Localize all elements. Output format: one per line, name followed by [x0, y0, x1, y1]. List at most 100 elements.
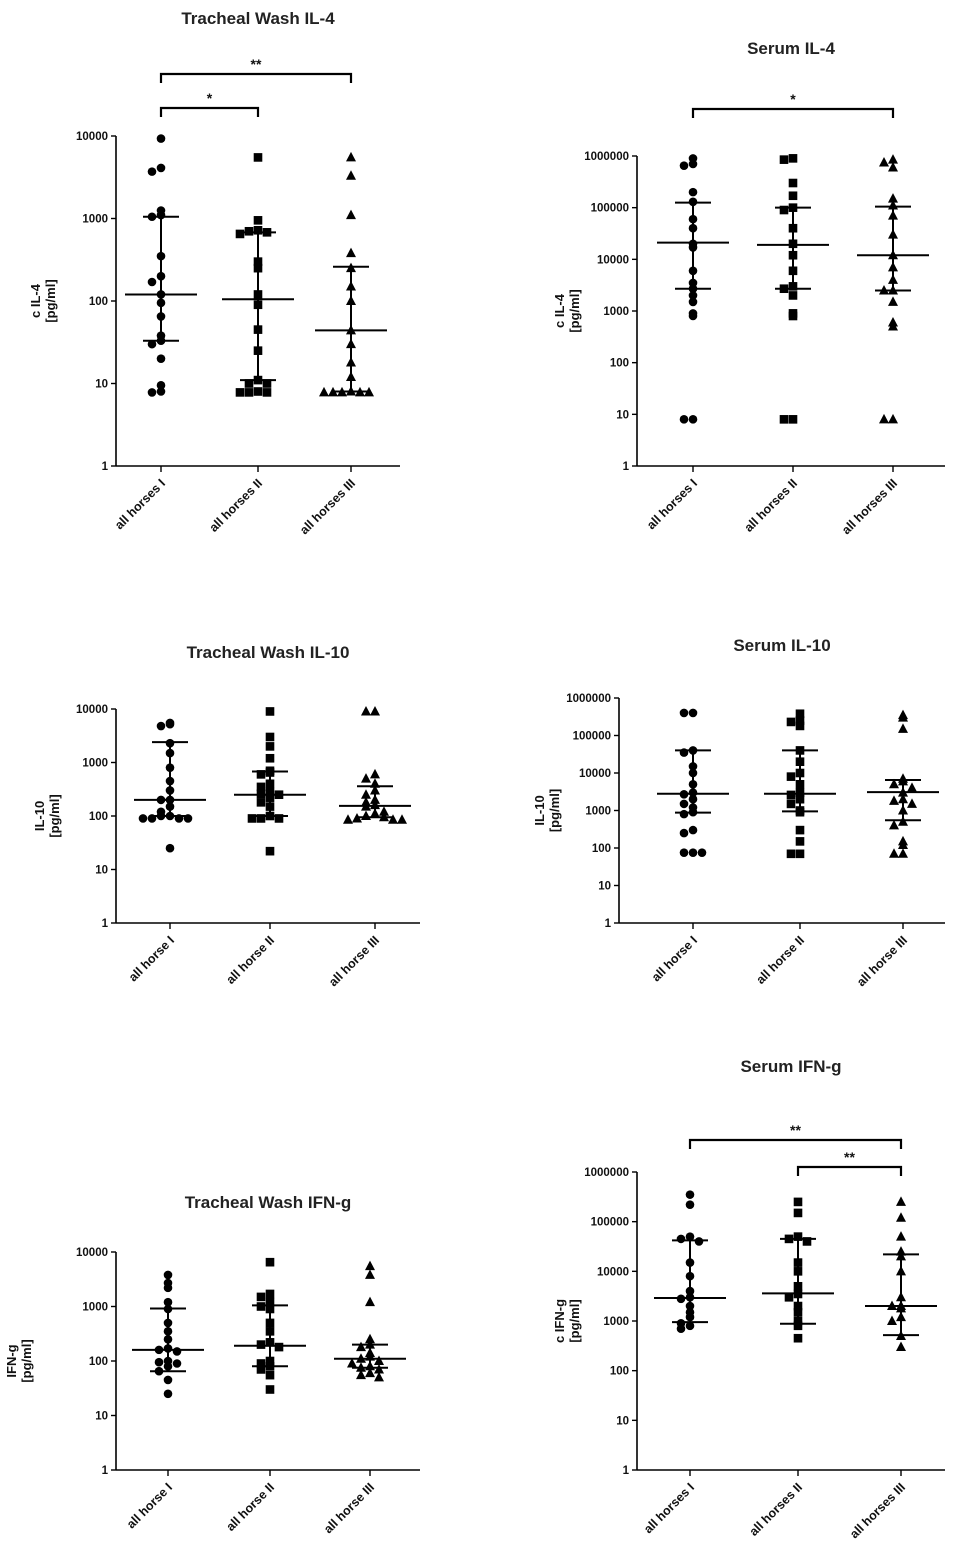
data-point-square: [802, 1237, 812, 1246]
data-point-circle: [679, 809, 689, 819]
data-point-triangle: [388, 814, 398, 824]
data-point-circle: [679, 799, 689, 809]
data-point-triangle: [343, 814, 353, 824]
data-point-circle: [685, 1200, 695, 1209]
y-tick-label: 1000: [603, 306, 629, 318]
data-point-triangle: [365, 1260, 375, 1271]
y-tick-label: 10000: [76, 131, 108, 143]
x-tick-label: all horse III: [854, 933, 910, 989]
data-point-circle: [156, 163, 166, 173]
data-point-square: [779, 155, 789, 164]
data-point-triangle: [361, 705, 371, 716]
y-tick-label: 1: [623, 461, 630, 473]
data-point-triangle: [887, 1315, 897, 1325]
data-point-circle: [156, 134, 166, 143]
data-point-square: [786, 717, 796, 727]
data-point-circle: [679, 161, 689, 170]
data-point-square: [256, 770, 266, 779]
data-point-circle: [676, 1234, 686, 1244]
data-point-square: [788, 154, 798, 163]
y-tick-label: 1: [102, 461, 109, 473]
chart-title: Serum IL-4: [747, 39, 835, 58]
data-point-square: [265, 1289, 275, 1299]
significance-bracket: [688, 1138, 903, 1149]
y-tick-label: 100000: [591, 1217, 629, 1229]
x-tick-label: all horses I: [644, 476, 700, 532]
y-tick-label: 1: [102, 1465, 109, 1477]
x-tick-label: all horse III: [321, 1480, 377, 1536]
data-point-square: [795, 837, 805, 846]
significance-bracket: [691, 107, 895, 118]
y-axis-label-line: IL-10: [32, 801, 47, 831]
y-axis-label-line: [pg/ml]: [47, 794, 62, 837]
y-tick-label: 1000: [585, 806, 611, 818]
significance-label: *: [790, 91, 796, 107]
y-tick-label: 1: [623, 1465, 630, 1477]
data-point-square: [256, 1359, 266, 1368]
data-point-circle: [679, 848, 689, 857]
data-point-square: [786, 790, 796, 800]
data-point-circle: [147, 167, 157, 176]
data-point-triangle: [888, 161, 898, 172]
y-axis-label: IL-10[pg/ml]: [32, 794, 62, 837]
data-point-circle: [163, 1270, 173, 1280]
data-point-square: [235, 229, 245, 239]
data-point-square: [265, 742, 275, 751]
y-tick-label: 10: [95, 1411, 108, 1423]
data-point-square: [786, 849, 796, 859]
data-point-circle: [688, 291, 698, 300]
data-point-circle: [679, 415, 689, 424]
data-point-square: [788, 191, 798, 201]
x-tick-label: all horse II: [753, 933, 807, 987]
data-point-square: [265, 707, 275, 716]
data-point-triangle: [888, 154, 898, 164]
data-point-square: [788, 291, 798, 300]
y-tick-label: 1000: [82, 1302, 108, 1314]
chart-panel-3: Tracheal Wash IL-10 IL-10[pg/ml] 1 10 100 100…: [32, 643, 420, 989]
y-tick-label: 10: [95, 865, 108, 877]
y-tick-label: 10: [616, 1415, 629, 1427]
data-point-circle: [147, 388, 157, 397]
y-axis-label-line: [pg/ml]: [567, 1299, 582, 1342]
data-point-circle: [156, 721, 166, 731]
data-point-square: [253, 216, 263, 225]
y-tick-label: 10000: [76, 1247, 108, 1259]
data-point-square: [795, 709, 805, 719]
data-point-circle: [165, 843, 175, 853]
data-point-circle: [156, 354, 166, 363]
data-point-square: [265, 846, 275, 856]
data-point-triangle: [356, 1369, 366, 1380]
y-tick-label: 1000000: [566, 693, 611, 705]
data-point-circle: [163, 1297, 173, 1307]
data-point-triangle: [370, 705, 380, 716]
significance-bracket: [796, 1165, 903, 1176]
data-point-triangle: [361, 773, 371, 783]
y-tick-label: 100: [89, 296, 108, 308]
data-point-square: [795, 716, 805, 725]
data-point-triangle: [374, 1355, 384, 1365]
data-point-square: [786, 772, 796, 781]
data-point-triangle: [397, 814, 407, 824]
data-point-triangle: [888, 193, 898, 203]
data-point-square: [265, 753, 275, 763]
y-tick-label: 1000: [82, 214, 108, 226]
data-point-circle: [163, 1283, 173, 1293]
data-point-square: [256, 782, 266, 792]
data-point-circle: [688, 415, 698, 424]
data-point-triangle: [879, 413, 889, 424]
chart-panel-1: Tracheal Wash IL-4 c IL-4[pg/ml] 1 10 100 100…: [28, 9, 400, 537]
data-point-triangle: [896, 1246, 906, 1256]
x-tick-label: all horses III: [847, 1480, 908, 1541]
y-tick-label: 10000: [597, 1266, 629, 1278]
y-axis-label-line: c IFN-g: [552, 1299, 567, 1343]
y-tick-label: 1: [102, 918, 109, 930]
x-tick-label: all horse I: [649, 933, 700, 984]
data-point-square: [786, 799, 796, 809]
chart-panel-5: Tracheal Wash IFN-g IFN-g[pg/ml] 1 10 100 100…: [4, 1193, 420, 1536]
data-point-square: [256, 1365, 266, 1374]
data-point-square: [784, 1293, 794, 1302]
data-point-triangle: [889, 778, 899, 789]
y-axis-label-line: [pg/ml]: [547, 789, 562, 832]
data-point-square: [244, 388, 254, 397]
chart-panel-2: Serum IL-4 c IL-4[pg/ml] 1 10 100 1000 10000 10…: [552, 39, 945, 537]
